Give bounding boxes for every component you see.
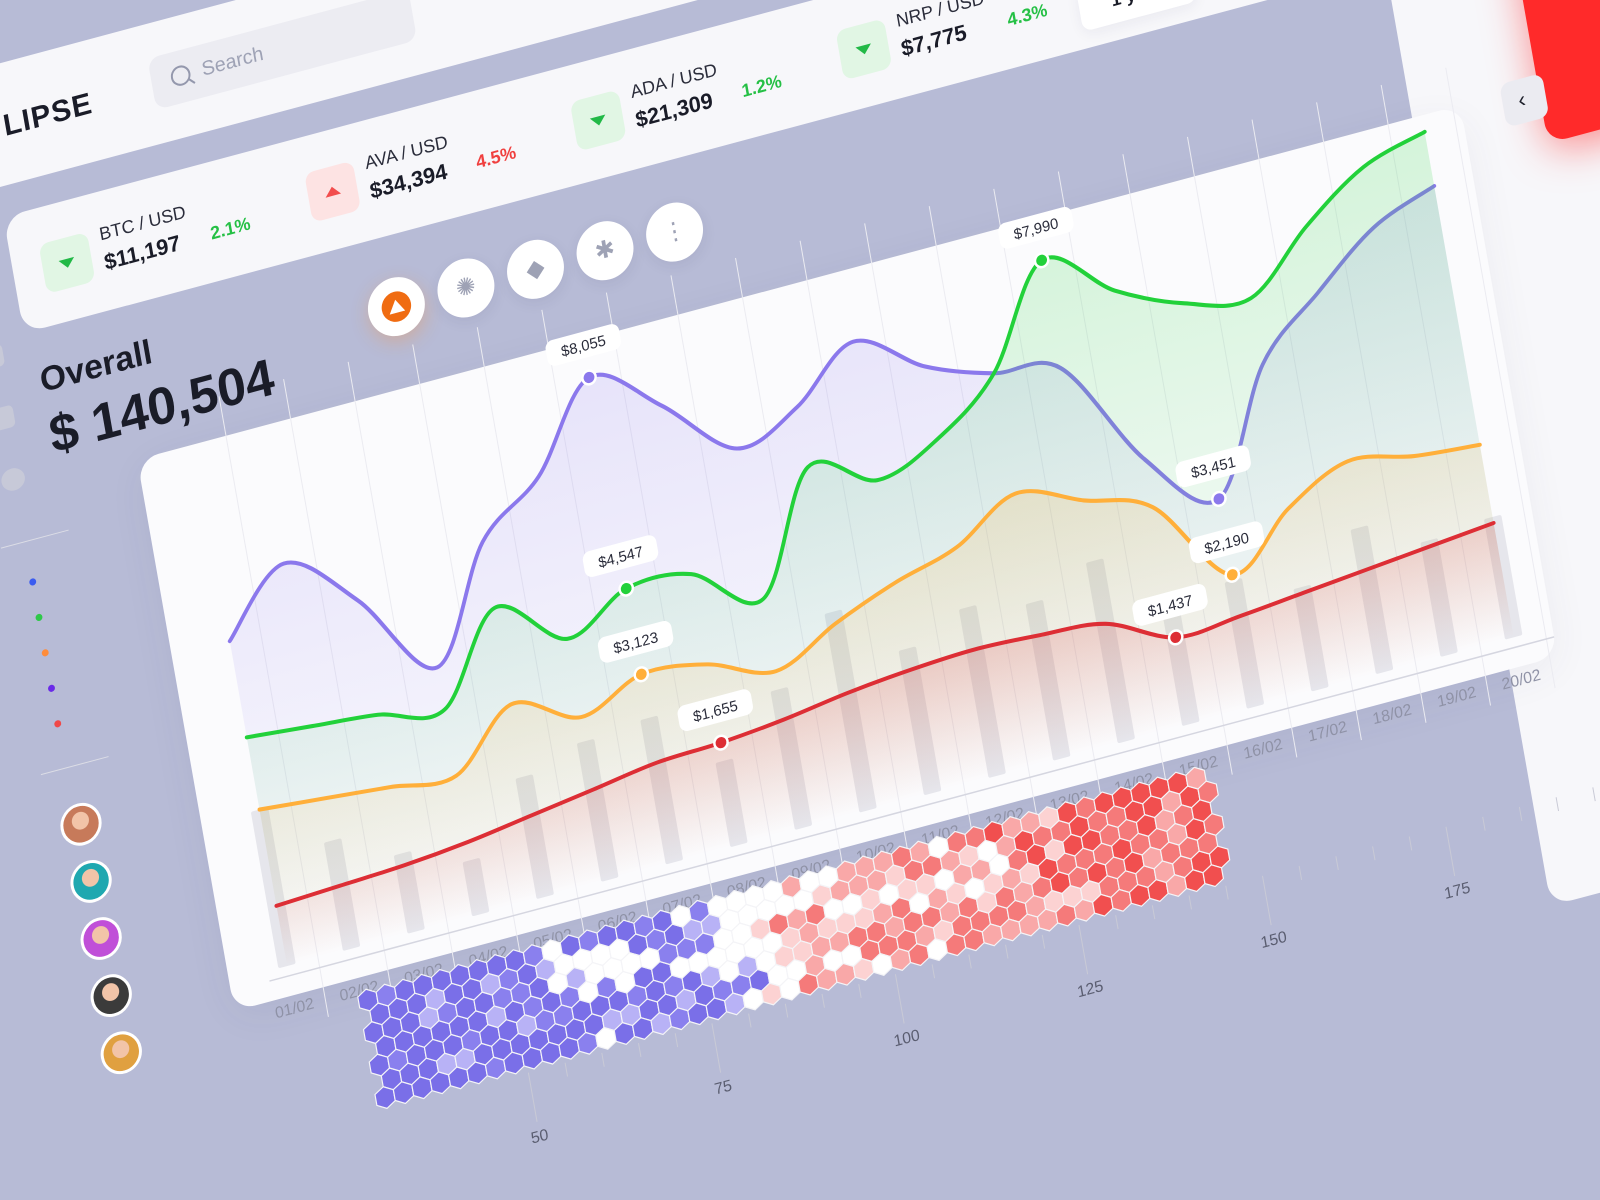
series-line xyxy=(244,129,1427,740)
heatmap-tick xyxy=(711,1023,722,1073)
data-point xyxy=(1036,254,1048,266)
user-icon[interactable] xyxy=(0,465,27,494)
heatmap-tick xyxy=(784,1003,789,1018)
hex-heatmap: 5075100125150175200 xyxy=(357,766,1596,1148)
heatmap-tick xyxy=(674,1033,679,1048)
heatmap-tick-label: 175 xyxy=(1443,879,1472,903)
legend-dot xyxy=(47,683,56,693)
ticker-change: 4.3% xyxy=(1005,0,1049,31)
heatmap-tick xyxy=(1592,787,1596,802)
data-point xyxy=(620,582,632,595)
legend-dot xyxy=(53,719,62,729)
arrow-down-icon xyxy=(569,89,627,152)
series-line xyxy=(257,442,1482,812)
ticker-item[interactable]: AVA / USD $34,394 4.5% xyxy=(303,98,574,227)
data-label-bg xyxy=(998,206,1074,249)
chat-icon[interactable] xyxy=(0,404,16,433)
bar-chart-icon[interactable] xyxy=(0,343,6,372)
data-point xyxy=(1170,631,1182,643)
heatmap-tick xyxy=(1151,905,1156,920)
data-label-bg xyxy=(582,535,659,577)
heatmap-tick xyxy=(968,954,972,969)
arrow-up-icon xyxy=(304,160,362,223)
data-point xyxy=(583,371,595,384)
data-point xyxy=(715,737,727,749)
heatmap-tick-label: 75 xyxy=(713,1077,733,1098)
heatmap-tick xyxy=(1298,865,1303,880)
data-point xyxy=(1213,493,1225,505)
data-label-bg xyxy=(1188,521,1265,564)
heatmap-tick xyxy=(1372,846,1376,861)
ticker-item[interactable]: BTC / USD $11,197 2.1% xyxy=(37,169,308,298)
grid-line xyxy=(1445,67,1556,689)
heatmap-tick xyxy=(1555,797,1560,812)
heatmap-tick xyxy=(1041,934,1046,949)
heatmap-tick xyxy=(1408,836,1413,851)
heatmap-tick xyxy=(858,983,862,998)
sidebar-divider xyxy=(0,529,69,549)
legend-dot xyxy=(28,577,37,587)
series-line xyxy=(274,520,1496,908)
heatmap-tick-label: 50 xyxy=(530,1126,550,1147)
ticker-item[interactable]: NRP / USD $7,775 4.3% xyxy=(834,0,1105,84)
heatmap-tick xyxy=(1335,856,1339,871)
heatmap-tick xyxy=(1005,944,1009,959)
heatmap-tick-label: 125 xyxy=(1076,978,1105,1002)
ticker-change: 2.1% xyxy=(208,213,252,244)
avatar[interactable] xyxy=(87,969,136,1022)
data-label-bg xyxy=(677,689,753,731)
search-input[interactable]: Search xyxy=(147,0,418,110)
avatar[interactable] xyxy=(77,912,126,965)
heatmap-tick xyxy=(1482,816,1486,831)
heatmap-tick xyxy=(1261,875,1272,926)
heatmap-tick xyxy=(1225,885,1229,900)
heatmap-tick xyxy=(601,1052,605,1067)
heatmap-tick xyxy=(1518,806,1523,821)
ticker-change: 1.2% xyxy=(740,70,784,102)
data-label-bg xyxy=(1175,445,1251,488)
x-tick-label: 01/02 xyxy=(274,995,316,1022)
x-axis xyxy=(269,636,1555,982)
avatar[interactable] xyxy=(57,798,105,851)
heatmap-tick xyxy=(1078,924,1089,975)
heatmap-tick xyxy=(748,1013,752,1028)
data-label-bg xyxy=(597,620,674,663)
heatmap-tick-label: 100 xyxy=(892,1027,921,1051)
avatar[interactable] xyxy=(67,855,116,908)
data-point xyxy=(1226,569,1238,581)
heatmap-tick xyxy=(1445,826,1456,877)
data-label-bg xyxy=(1132,584,1208,626)
heatmap-cell xyxy=(1202,864,1225,888)
data-label-bg xyxy=(545,324,621,366)
search-placeholder: Search xyxy=(200,42,266,81)
heatmap-tick xyxy=(1188,895,1192,910)
heatmap-tick xyxy=(527,1072,538,1122)
heatmap-tick-label: 150 xyxy=(1259,929,1288,953)
legend-dot xyxy=(41,648,50,658)
heatmap-tick xyxy=(821,993,825,1008)
ticker-change: 4.5% xyxy=(474,142,518,173)
avatar[interactable] xyxy=(97,1026,146,1079)
overall-line-chart: $8,055$3,451$4,547$7,990$3,123$2,190$1,6… xyxy=(218,67,1556,1022)
data-point xyxy=(635,668,647,680)
series-area xyxy=(276,523,1514,967)
heatmap-tick xyxy=(894,974,905,1024)
heatmap-tick xyxy=(931,964,936,979)
search-icon xyxy=(169,63,193,89)
heatmap-tick xyxy=(1115,915,1119,930)
app-logo: LIPSE xyxy=(0,86,96,143)
legend-dot xyxy=(35,613,43,622)
arrow-down-icon xyxy=(38,231,96,294)
ticker-item[interactable]: ADA / USD $21,309 1.2% xyxy=(569,27,840,156)
heatmap-tick xyxy=(564,1062,569,1077)
heatmap-tick xyxy=(638,1042,642,1057)
sidebar-divider xyxy=(40,756,109,776)
arrow-down-icon xyxy=(835,18,893,81)
